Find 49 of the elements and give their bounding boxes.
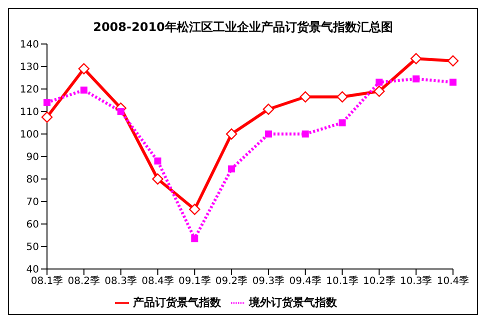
y-tick-label: 40	[26, 264, 39, 276]
point	[80, 86, 88, 94]
y-tick-label: 100	[20, 130, 39, 141]
y-tick-label: 110	[20, 107, 39, 118]
point	[302, 130, 309, 138]
x-tick-label: 10.2季	[363, 275, 396, 288]
y-tick-label: 60	[26, 220, 39, 231]
point	[412, 75, 420, 82]
point	[262, 104, 274, 115]
y-tick-label: 90	[26, 152, 39, 164]
point	[152, 173, 164, 185]
point	[117, 108, 124, 115]
point	[226, 128, 238, 140]
point	[41, 112, 53, 123]
x-tick-label: 09.2季	[215, 275, 248, 288]
point	[450, 78, 456, 86]
x-tick-label: 09.4季	[289, 275, 322, 288]
point	[376, 78, 383, 86]
x-tick-label: 08.2季	[68, 275, 100, 288]
y-tick-label: 70	[26, 197, 39, 208]
legend-label: 产品订货景气指数	[133, 296, 221, 309]
x-tick-label: 10.1季	[326, 275, 358, 288]
point	[44, 99, 50, 106]
point	[191, 235, 198, 242]
x-tick-label: 08.3季	[104, 275, 137, 288]
y-tick-label: 120	[20, 84, 39, 96]
x-tick-label: 09.1季	[178, 275, 211, 288]
y-tick-label: 140	[20, 40, 39, 51]
x-tick-label: 09.3季	[252, 275, 285, 288]
point	[264, 130, 272, 138]
point	[78, 63, 90, 74]
legend-label: 境外订货景气指数	[249, 296, 337, 309]
point	[154, 158, 162, 164]
point	[374, 86, 385, 97]
point	[228, 165, 236, 172]
point	[410, 53, 422, 64]
point	[338, 119, 346, 126]
point	[300, 91, 311, 102]
y-tick-label: 130	[20, 62, 39, 74]
y-tick-label: 80	[26, 174, 39, 186]
point	[336, 91, 348, 102]
x-tick-label: 08.4季	[142, 275, 174, 288]
point	[189, 204, 200, 215]
y-tick-label: 50	[26, 242, 39, 254]
x-tick-label: 10.4季	[436, 275, 470, 288]
x-tick-label: 10.3季	[400, 275, 432, 288]
point	[447, 55, 459, 66]
chart-title: 2008-2010年松江区工业企业产品订货景气指数汇总图	[92, 19, 394, 36]
x-tick-label: 08.1季	[30, 275, 64, 288]
